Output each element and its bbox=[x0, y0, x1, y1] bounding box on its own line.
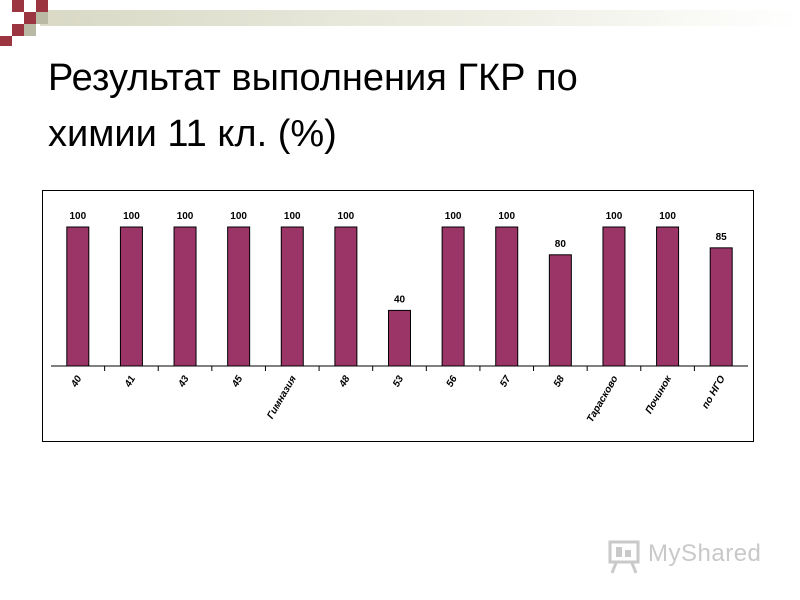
data-label-1: 100 bbox=[123, 211, 140, 222]
bar-2 bbox=[173, 226, 197, 367]
x-tick-label-10: Тарасково bbox=[585, 374, 621, 425]
data-label-9: 80 bbox=[555, 239, 567, 250]
bar-chart: 100 40 100 41 100 43 100 45 100 Гимназия 100 48 40 53… bbox=[51, 211, 748, 425]
data-label-11: 100 bbox=[659, 211, 676, 222]
data-label-3: 100 bbox=[230, 211, 247, 222]
data-label-8: 100 bbox=[498, 211, 515, 222]
data-label-12: 85 bbox=[716, 232, 728, 243]
data-label-5: 100 bbox=[338, 211, 355, 222]
bar-6 bbox=[388, 309, 411, 367]
slide-decoration bbox=[0, 0, 800, 46]
x-tick-label-1: 41 bbox=[122, 374, 138, 390]
slide-title-line-1: Результат выполнения ГКР по bbox=[48, 57, 578, 99]
x-tick-label-8: 57 bbox=[498, 374, 513, 390]
x-tick-label-9: 58 bbox=[552, 374, 567, 390]
bar-1 bbox=[119, 226, 143, 367]
x-tick-label-12: по НГО bbox=[700, 374, 728, 411]
data-label-4: 100 bbox=[284, 211, 301, 222]
slide-title-line-2: химии 11 кл. (%) bbox=[48, 113, 337, 155]
bar-12 bbox=[709, 247, 733, 367]
x-tick-label-5: 48 bbox=[337, 374, 353, 390]
bar-8 bbox=[495, 226, 519, 367]
data-label-2: 100 bbox=[177, 211, 194, 222]
x-tick-label-4: Гимназия bbox=[265, 374, 299, 421]
presentation-icon bbox=[608, 540, 640, 574]
data-label-7: 100 bbox=[445, 211, 462, 222]
data-label-10: 100 bbox=[606, 211, 623, 222]
bar-4 bbox=[280, 226, 304, 367]
bar-11 bbox=[656, 226, 680, 367]
data-label-6: 40 bbox=[394, 294, 406, 305]
bar-5 bbox=[334, 226, 358, 367]
bar-7 bbox=[441, 226, 465, 367]
slide-title: Результат выполнения ГКР по химии 11 кл.… bbox=[48, 50, 748, 162]
x-tick-label-0: 40 bbox=[69, 374, 85, 390]
x-tick-label-6: 53 bbox=[391, 374, 406, 390]
bar-10 bbox=[602, 226, 626, 367]
data-label-0: 100 bbox=[69, 211, 86, 222]
bar-3 bbox=[227, 226, 251, 367]
chart-frame: 100 40 100 41 100 43 100 45 100 Гимназия 100 48 40 53… bbox=[42, 190, 754, 442]
bar-0 bbox=[66, 226, 90, 367]
x-tick-label-7: 56 bbox=[445, 374, 460, 390]
watermark-logo: MyShared bbox=[606, 536, 776, 576]
x-tick-label-3: 45 bbox=[230, 374, 246, 390]
x-tick-label-2: 43 bbox=[176, 374, 192, 390]
bar-9 bbox=[548, 254, 572, 367]
x-tick-label-11: Починок bbox=[644, 373, 675, 416]
logo-text: MyShared bbox=[648, 540, 762, 567]
